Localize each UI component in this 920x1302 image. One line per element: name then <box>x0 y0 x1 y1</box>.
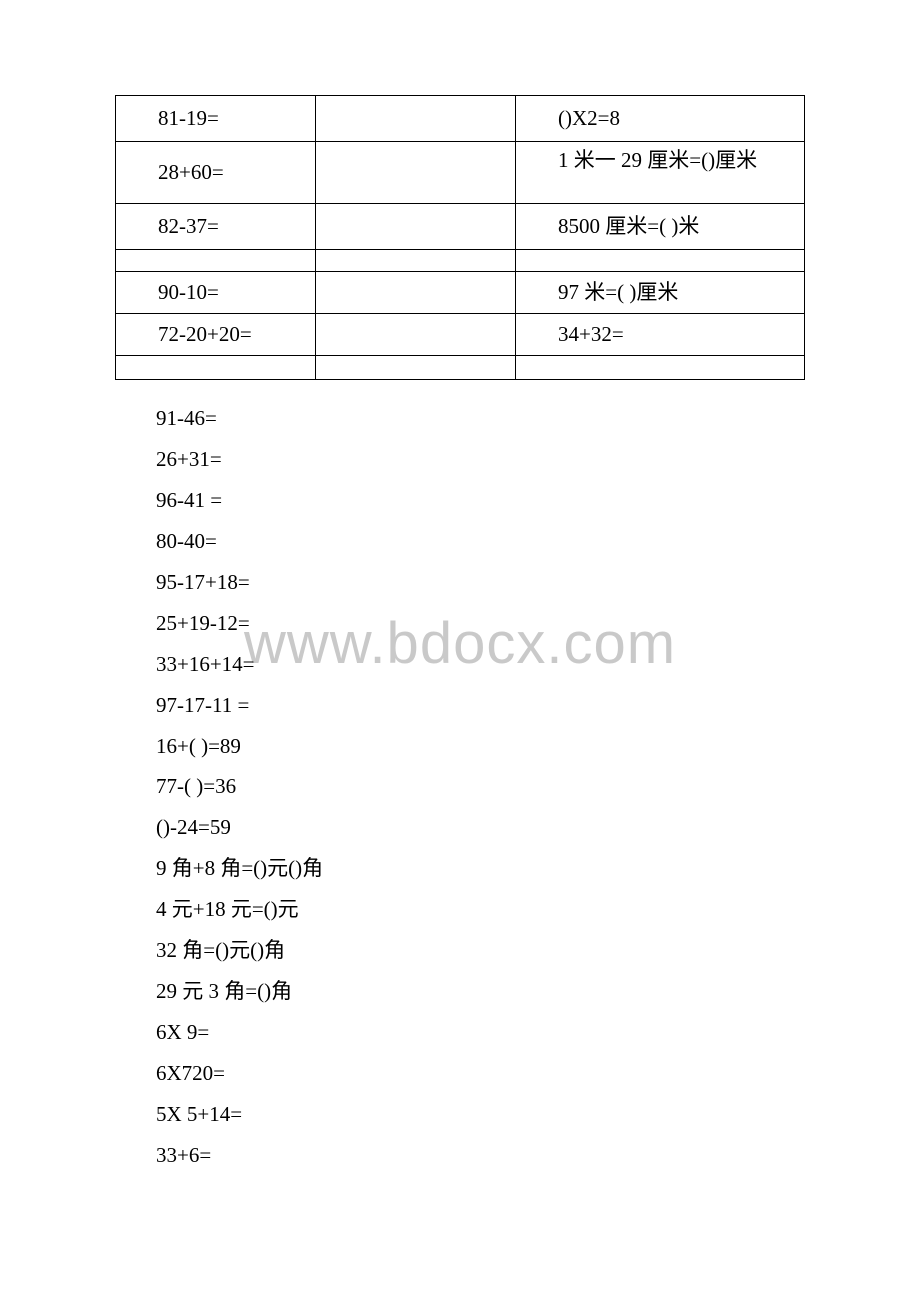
table-cell-right: 34+32= <box>516 314 805 356</box>
table-cell-mid <box>316 272 516 314</box>
list-item: 91-46= <box>156 398 805 439</box>
list-item: 5X 5+14= <box>156 1094 805 1135</box>
table-cell-mid <box>316 314 516 356</box>
page: 81-19=()X2=828+60=1 米一 29 厘米=()厘米82-37=8… <box>0 0 920 1176</box>
table-cell-right: 8500 厘米=( )米 <box>516 204 805 250</box>
table-cell-left: 82-37= <box>116 204 316 250</box>
list-item: 16+( )=89 <box>156 726 805 767</box>
table-cell-left <box>116 250 316 272</box>
table-cell-left: 90-10= <box>116 272 316 314</box>
list-item: 77-( )=36 <box>156 766 805 807</box>
table-cell-mid <box>316 142 516 204</box>
list-item: 95-17+18= <box>156 562 805 603</box>
list-item: 33+16+14= <box>156 644 805 685</box>
list-item: 97-17-11 = <box>156 685 805 726</box>
table-cell-mid <box>316 250 516 272</box>
table-row: 28+60= 1 米一 29 厘米=()厘米 <box>116 142 805 204</box>
list-item: 6X 9= <box>156 1012 805 1053</box>
table-cell-mid <box>316 204 516 250</box>
table-body: 81-19=()X2=828+60=1 米一 29 厘米=()厘米82-37=8… <box>116 96 805 380</box>
list-item: 80-40= <box>156 521 805 562</box>
table-cell-mid <box>316 96 516 142</box>
list-item: 6X720= <box>156 1053 805 1094</box>
list-item: 33+6= <box>156 1135 805 1176</box>
table-cell-right: ()X2=8 <box>516 96 805 142</box>
list-item: 4 元+18 元=()元 <box>156 889 805 930</box>
table-row: 81-19= ()X2=8 <box>116 96 805 142</box>
table-row: 90-10= 97 米=( )厘米 <box>116 272 805 314</box>
table-row <box>116 250 805 272</box>
list-item: 32 角=()元()角 <box>156 930 805 971</box>
list-item: 96-41 = <box>156 480 805 521</box>
table-cell-right: 1 米一 29 厘米=()厘米 <box>516 142 805 204</box>
list-item: 29 元 3 角=()角 <box>156 971 805 1012</box>
table-cell-left: 28+60= <box>116 142 316 204</box>
table-row: 72-20+20= 34+32= <box>116 314 805 356</box>
table-cell-right <box>516 356 805 380</box>
list-item: 9 角+8 角=()元()角 <box>156 848 805 889</box>
table-row: 82-37= 8500 厘米=( )米 <box>116 204 805 250</box>
problem-table: 81-19=()X2=828+60=1 米一 29 厘米=()厘米82-37=8… <box>115 95 805 380</box>
table-cell-right <box>516 250 805 272</box>
list-item: 25+19-12= <box>156 603 805 644</box>
table-cell-left: 72-20+20= <box>116 314 316 356</box>
problem-list: 91-46=26+31=96-41 =80-40=95-17+18=25+19-… <box>115 398 805 1176</box>
table-cell-mid <box>316 356 516 380</box>
table-cell-left <box>116 356 316 380</box>
table-row <box>116 356 805 380</box>
list-item: 26+31= <box>156 439 805 480</box>
table-cell-right: 97 米=( )厘米 <box>516 272 805 314</box>
list-item: ()-24=59 <box>156 807 805 848</box>
table-cell-left: 81-19= <box>116 96 316 142</box>
